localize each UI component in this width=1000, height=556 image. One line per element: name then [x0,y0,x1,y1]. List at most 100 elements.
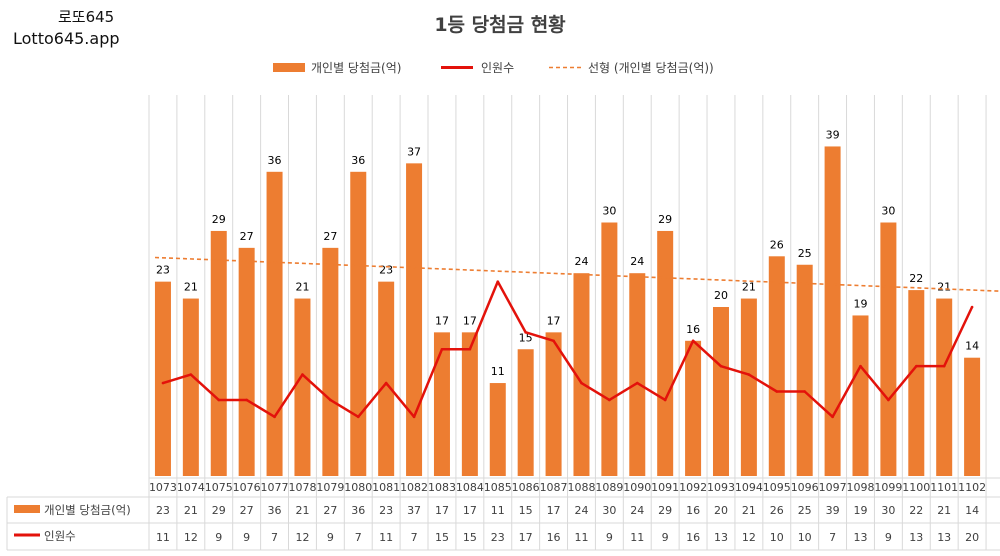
line-point [356,415,360,419]
bar [433,332,450,476]
bar [489,383,506,476]
table-line-value: 9 [327,531,334,544]
table-line-value: 23 [491,531,505,544]
table-bar-value: 20 [714,504,728,517]
table-bar-value: 26 [770,504,784,517]
line-point [719,364,723,368]
bar [964,357,981,476]
table-line-value: 7 [411,531,418,544]
table-category: 1075 [205,481,233,494]
line-point [496,280,500,283]
table-line-value: 7 [271,531,278,544]
table-line-value: 11 [379,531,393,544]
line-point [747,373,751,376]
line-point [970,305,974,309]
bar-data-label: 20 [714,289,728,302]
table-category: 1097 [819,481,847,494]
legend-bar-swatch [273,63,305,72]
table-category: 1081 [372,481,400,494]
bar [545,332,562,476]
line-point [161,381,165,385]
table-category: 1086 [512,481,540,494]
table-bar-value: 16 [686,504,700,517]
bar [768,256,785,476]
table-line-value: 11 [574,531,588,544]
bar [350,171,367,477]
table-line-value: 15 [463,531,477,544]
gridlines [148,95,987,550]
bar-data-label: 24 [574,255,588,268]
table-line-value: 12 [295,531,309,544]
bar [712,307,729,476]
table-bar-value: 23 [156,504,170,517]
bar-data-label: 11 [491,365,505,378]
bar [824,146,841,476]
line-point [301,373,304,376]
table-bar-value: 21 [742,504,756,517]
data-table: 1073231110742112107529910762791077367107… [6,477,1000,551]
table-category: 1087 [540,481,568,494]
legend-trend-label: 선형 (개인별 당첨금(억)) [588,61,714,75]
bar [517,349,534,476]
bar-data-label: 19 [853,297,867,310]
table-category: 1089 [595,481,623,494]
bar-data-label: 23 [156,264,170,277]
table-line-value: 16 [686,531,700,544]
table-bar-value: 36 [268,504,282,517]
table-bar-value: 29 [212,504,226,517]
trendline [154,256,1000,292]
line-point [914,364,918,368]
line-point [329,398,332,402]
bar-data-label: 23 [379,264,393,277]
table-line-value: 10 [798,531,812,544]
bar [880,222,897,476]
bar-data-label: 30 [602,205,616,218]
bar [908,290,925,476]
bar [573,273,590,476]
table-line-value: 20 [965,531,979,544]
bar [629,273,646,476]
table-category: 1091 [651,481,679,494]
line-point [831,415,834,419]
table-line-value: 16 [547,531,561,544]
bar-data-label: 26 [770,238,784,251]
table-line-value: 9 [215,531,222,544]
table-bar-value: 17 [435,504,449,517]
table-category: 1095 [763,481,791,494]
table-bar-value: 21 [295,504,309,517]
table-category: 1080 [344,481,372,494]
bar-data-label: 36 [351,154,365,167]
table-line-value: 11 [630,531,644,544]
table-category: 1096 [791,481,819,494]
legend: 개인별 당첨금(억) 인원수 선형 (개인별 당첨금(억)) [273,61,714,75]
bar-data-label: 21 [184,281,198,294]
bar-data-label: 39 [826,128,840,141]
bar [238,247,255,476]
table-line-value: 13 [853,531,867,544]
bar [740,298,757,476]
bar [685,340,702,476]
bar [601,222,618,476]
table-line-value: 13 [714,531,728,544]
table-row-header-line: 인원수 [44,529,76,543]
line-point [440,347,444,351]
table-category: 1074 [177,481,205,494]
bar [852,315,869,476]
bar [210,230,227,476]
brand-url[interactable]: Lotto645.app [13,29,120,48]
table-line-value: 12 [742,531,756,544]
table-category: 1078 [288,481,316,494]
table-category: 1077 [261,481,289,494]
table-line-value: 15 [435,531,449,544]
table-bar-value: 29 [658,504,672,517]
line-point [468,347,472,351]
bar-data-label: 21 [742,281,756,294]
bar [266,171,283,477]
table-line-value: 11 [156,531,170,544]
bar [378,281,395,476]
legend-line-label: 인원수 [481,61,514,75]
table-line-value: 7 [355,531,362,544]
bar-series [154,146,981,477]
bar-data-label: 29 [658,213,672,226]
